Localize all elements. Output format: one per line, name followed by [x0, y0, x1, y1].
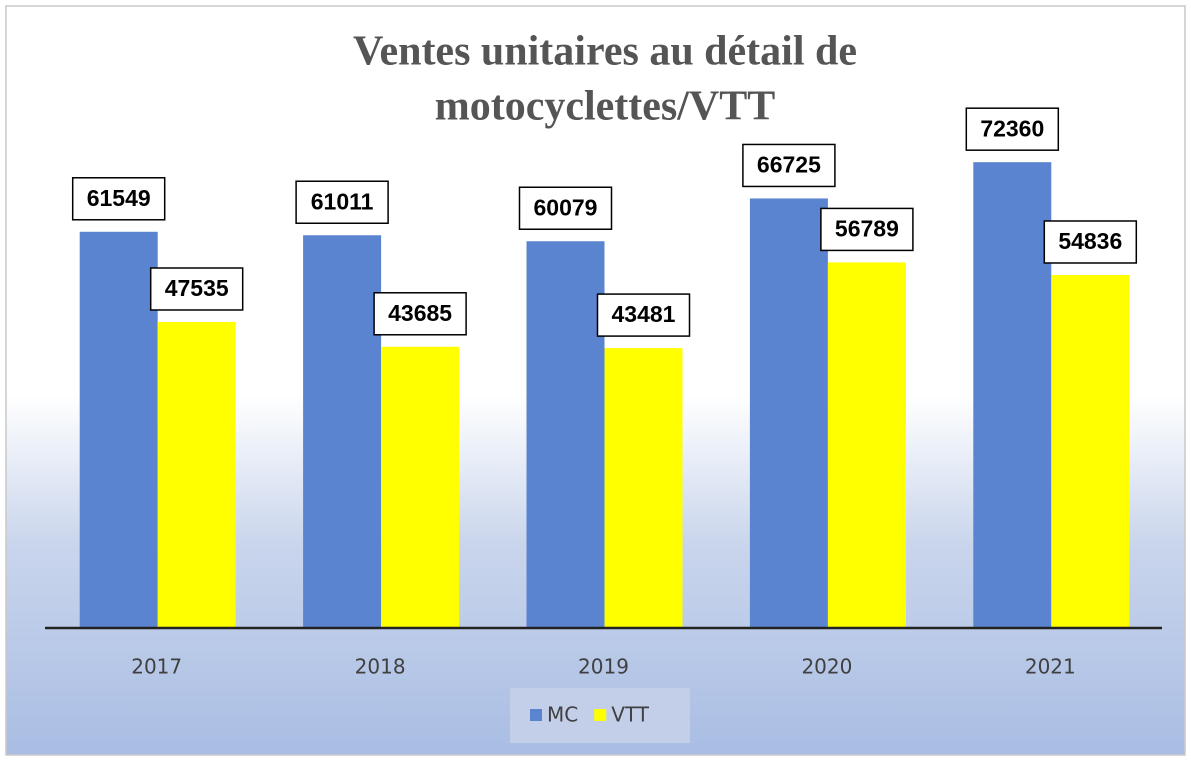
chart-title: motocyclettes/VTT — [435, 84, 776, 130]
chart-title: Ventes unitaires au détail de — [353, 29, 857, 75]
bar — [157, 321, 236, 628]
data-label-box — [149, 267, 244, 311]
legend-swatch — [530, 709, 542, 721]
bar — [526, 241, 605, 628]
data-label: 43685 — [388, 300, 452, 326]
data-label-box — [596, 293, 691, 337]
data-label: 66725 — [757, 152, 821, 178]
bar — [1051, 274, 1130, 628]
x-tick-label: 2019 — [578, 655, 629, 679]
data-label-box — [820, 207, 914, 252]
bar — [381, 346, 460, 628]
data-label: 56789 — [835, 215, 899, 241]
data-label-box — [295, 180, 389, 224]
legend-label: MC — [547, 703, 578, 727]
data-label-box — [373, 292, 467, 336]
data-label-box — [518, 186, 613, 230]
x-tick-label: 2021 — [1025, 655, 1076, 679]
bar — [604, 348, 683, 628]
data-label: 47535 — [165, 275, 229, 301]
bar — [973, 162, 1052, 628]
bar — [827, 262, 906, 628]
data-label-box — [742, 143, 836, 188]
bar — [79, 231, 158, 628]
legend-label: VTT — [611, 703, 650, 727]
data-label-box — [1043, 220, 1138, 264]
x-tick-label: 2018 — [355, 655, 406, 679]
data-label: 61011 — [311, 188, 374, 214]
x-tick-label: 2017 — [131, 655, 182, 679]
data-label: 60079 — [534, 194, 598, 220]
bar — [749, 198, 828, 628]
data-label-box — [965, 107, 1060, 151]
data-label: 72360 — [980, 115, 1044, 141]
data-label: 61549 — [87, 185, 151, 211]
x-tick-label: 2020 — [801, 655, 852, 679]
bar — [303, 235, 382, 628]
data-label: 54836 — [1058, 228, 1122, 254]
data-label-box — [71, 177, 166, 221]
legend-swatch — [594, 709, 607, 721]
data-label: 43481 — [612, 301, 676, 327]
